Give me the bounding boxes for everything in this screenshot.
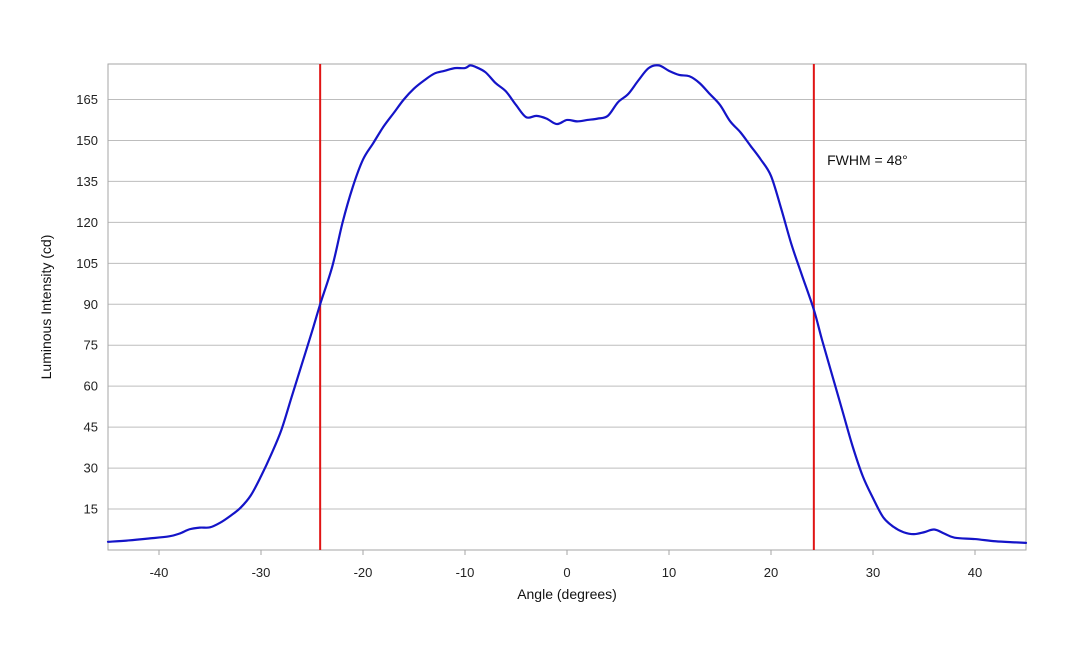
- x-tick-label: 40: [968, 565, 982, 580]
- y-tick-labels: 15 30 45 60 75 90 105 120 135 150 165: [76, 92, 98, 517]
- y-tick-label: 165: [76, 92, 98, 107]
- x-axis-title: Angle (degrees): [517, 586, 617, 602]
- y-tick-label: 120: [76, 215, 98, 230]
- x-tick-label: -20: [354, 565, 373, 580]
- y-tick-label: 105: [76, 256, 98, 271]
- y-tick-label: 75: [84, 338, 98, 353]
- x-tick-label: -30: [252, 565, 271, 580]
- y-tick-label: 60: [84, 379, 98, 394]
- fwhm-annotation: FWHM = 48°: [827, 152, 908, 168]
- x-tick-label: 0: [563, 565, 570, 580]
- plot-frame: [107, 63, 1027, 551]
- x-tick-label: 10: [662, 565, 676, 580]
- x-tick-labels: -40 -30 -20 -10 0 10 20 30 40: [150, 550, 982, 580]
- y-axis-title: Luminous Intensity (cd): [38, 235, 54, 380]
- y-tick-label: 90: [84, 297, 98, 312]
- y-tick-label: 135: [76, 174, 98, 189]
- y-tick-label: 45: [84, 420, 98, 435]
- x-tick-label: 20: [764, 565, 778, 580]
- x-tick-label: -10: [456, 565, 475, 580]
- gridlines: [108, 98, 1026, 510]
- fwhm-markers: [319, 64, 815, 550]
- y-tick-label: 15: [84, 502, 98, 517]
- y-tick-label: 150: [76, 133, 98, 148]
- series-line-luminous-intensity: [106, 64, 1028, 544]
- x-tick-label: 30: [866, 565, 880, 580]
- x-tick-label: -40: [150, 565, 169, 580]
- y-tick-label: 30: [84, 461, 98, 476]
